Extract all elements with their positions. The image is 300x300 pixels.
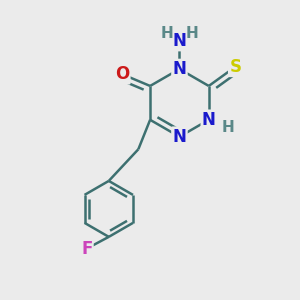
Text: N: N bbox=[202, 111, 216, 129]
Text: N: N bbox=[172, 32, 186, 50]
Text: S: S bbox=[229, 58, 241, 76]
Text: N: N bbox=[172, 128, 186, 146]
Text: H: H bbox=[221, 120, 234, 135]
Text: O: O bbox=[115, 65, 129, 83]
Text: H: H bbox=[185, 26, 198, 41]
Text: F: F bbox=[81, 240, 92, 258]
Text: H: H bbox=[161, 26, 173, 41]
Text: N: N bbox=[172, 60, 186, 78]
